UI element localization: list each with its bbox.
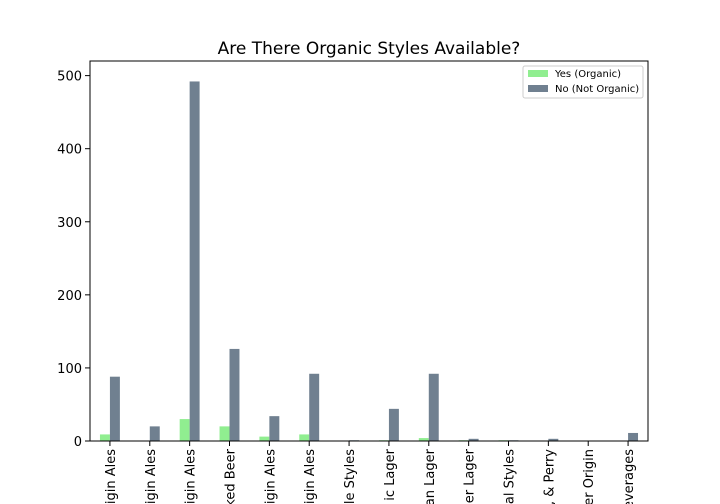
y-tick-label-3: 300: [57, 216, 82, 231]
x-tick-label-7: ic Lager: [383, 448, 398, 500]
legend-label-0: Yes (Organic): [554, 69, 621, 80]
bar-not-organic-0: [109, 376, 120, 441]
x-tick-label-3: ked Beer: [224, 448, 239, 504]
legend-label-1: No (Not Organic): [555, 84, 639, 95]
x-tick-label-5: igin Ales: [303, 449, 318, 504]
bar-organic-8: [418, 438, 429, 441]
x-tick-label-13: everages: [622, 449, 637, 504]
x-tick-label-6: le Styles: [343, 449, 358, 504]
bar-organic-2: [179, 419, 190, 441]
bars-layer: [99, 81, 639, 442]
bar-not-organic-4: [269, 416, 280, 441]
plot-frame: [89, 60, 649, 442]
y-tick-label-5: 500: [57, 70, 82, 85]
bar-organic-5: [299, 434, 310, 441]
x-tick-label-0: igin Ales: [104, 449, 119, 504]
bar-not-organic-3: [229, 348, 240, 441]
x-tick-label-10: al Styles: [503, 449, 518, 504]
bar-not-organic-9: [468, 438, 479, 441]
y-tick-label-2: 200: [57, 289, 82, 304]
bar-not-organic-2: [189, 81, 200, 442]
axes-layer: 0 100 200 300 400 500 igin Ales igin Ales igin A…: [57, 60, 649, 504]
bar-organic-0: [99, 434, 110, 441]
x-tick-label-4: igin Ales: [263, 449, 278, 504]
x-tick-label-1: igin Ales: [144, 449, 159, 504]
bar-not-organic-13: [628, 432, 639, 441]
legend: Yes (Organic) No (Not Organic): [522, 65, 644, 99]
legend-swatch-0: [528, 70, 548, 77]
bar-organic-4: [259, 436, 270, 441]
bar-not-organic-5: [309, 373, 320, 441]
x-tick-label-12: er Origin: [582, 449, 597, 504]
bar-organic-3: [219, 426, 230, 441]
x-tick-label-8: an Lager: [423, 448, 438, 504]
x-tick-label-2: igin Ales: [184, 449, 199, 504]
bar-not-organic-11: [548, 438, 559, 441]
x-tick-label-9: er Lager: [463, 448, 478, 503]
chart-title: Are There Organic Styles Available?: [218, 39, 521, 59]
legend-box: [522, 65, 644, 99]
y-tick-label-0: 0: [74, 435, 82, 450]
bar-not-organic-1: [149, 426, 160, 441]
x-tick-label-11: , & Perry: [542, 449, 557, 504]
y-tick-label-4: 400: [57, 143, 82, 158]
bar-not-organic-7: [388, 408, 399, 441]
bar-not-organic-8: [428, 373, 439, 441]
y-tick-label-1: 100: [57, 362, 82, 377]
legend-swatch-1: [528, 85, 548, 92]
